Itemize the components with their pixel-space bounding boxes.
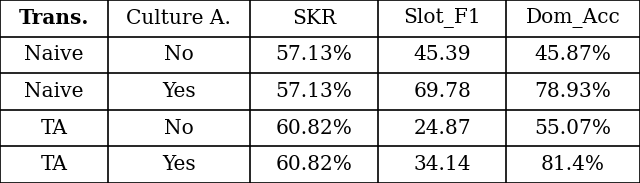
Text: Yes: Yes: [162, 82, 196, 101]
Text: 69.78: 69.78: [413, 82, 471, 101]
Text: Yes: Yes: [162, 155, 196, 174]
Text: No: No: [164, 119, 194, 138]
Text: TA: TA: [40, 119, 67, 138]
Text: Dom_Acc: Dom_Acc: [525, 8, 620, 28]
Text: 24.87: 24.87: [413, 119, 471, 138]
Text: Culture A.: Culture A.: [127, 9, 231, 28]
Text: 81.4%: 81.4%: [541, 155, 605, 174]
Text: 60.82%: 60.82%: [276, 119, 353, 138]
Text: 34.14: 34.14: [413, 155, 471, 174]
Text: Trans.: Trans.: [19, 8, 89, 28]
Text: No: No: [164, 45, 194, 64]
Text: 57.13%: 57.13%: [276, 45, 353, 64]
Text: Naive: Naive: [24, 45, 84, 64]
Text: TA: TA: [40, 155, 67, 174]
Text: 60.82%: 60.82%: [276, 155, 353, 174]
Text: 55.07%: 55.07%: [534, 119, 612, 138]
Text: SKR: SKR: [292, 9, 336, 28]
Text: Naive: Naive: [24, 82, 84, 101]
Text: 57.13%: 57.13%: [276, 82, 353, 101]
Text: 45.87%: 45.87%: [534, 45, 612, 64]
Text: Slot_F1: Slot_F1: [403, 8, 481, 28]
Text: 78.93%: 78.93%: [534, 82, 612, 101]
Text: 45.39: 45.39: [413, 45, 471, 64]
